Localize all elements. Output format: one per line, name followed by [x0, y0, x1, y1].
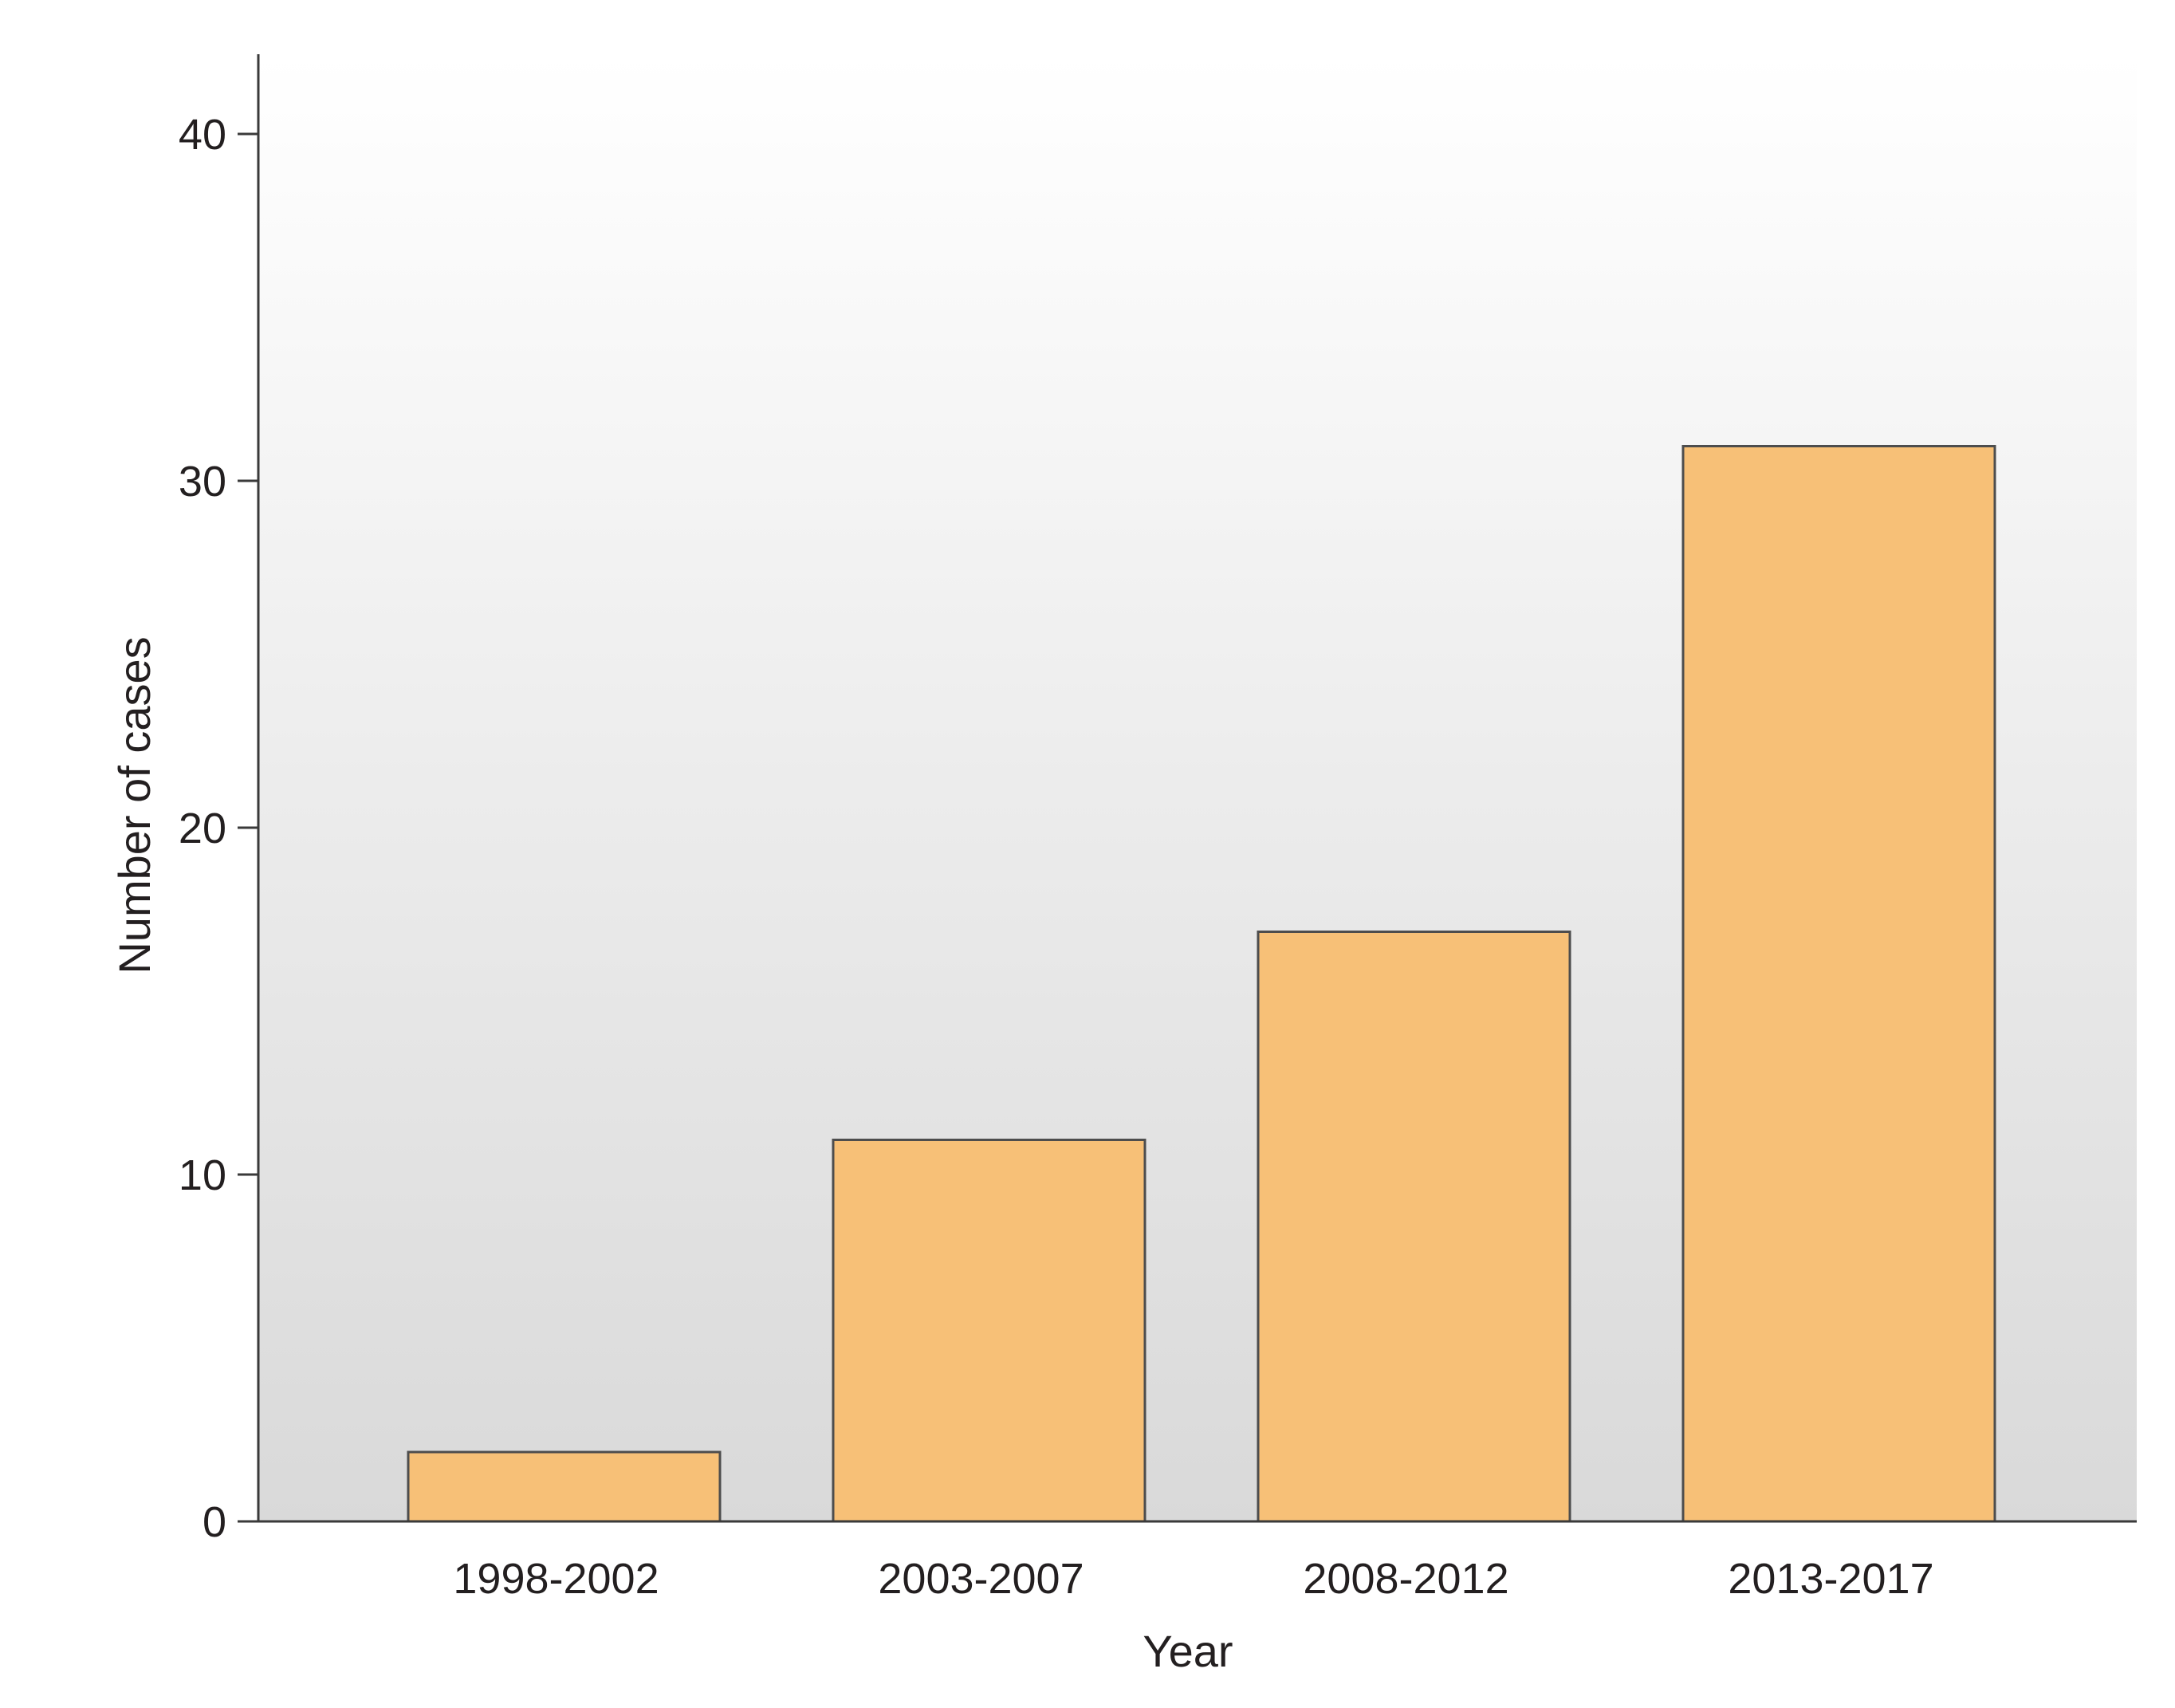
bar-2003-2007 [832, 1139, 1146, 1523]
x-tick-label: 2008-2012 [1303, 1555, 1508, 1603]
x-tick-label: 2003-2007 [878, 1555, 1084, 1603]
y-tick-label: 20 [179, 805, 226, 852]
y-tick-label: 30 [179, 458, 226, 506]
bar-1998-2002 [407, 1450, 722, 1523]
y-tick-label: 10 [179, 1151, 226, 1199]
bar-2013-2017 [1681, 445, 1996, 1523]
y-ticks-group: 0 10 20 30 40 [179, 111, 258, 1546]
x-tick-label: 2013-2017 [1728, 1555, 1933, 1603]
bar-2008-2012 [1257, 931, 1571, 1523]
y-tick-label: 0 [203, 1498, 226, 1546]
x-tick-label: 1998-2002 [453, 1555, 659, 1603]
bars-group [407, 445, 1996, 1523]
y-tick-label: 40 [179, 111, 226, 159]
x-ticks-group: 1998-2002 2003-2007 2008-2012 2013-2017 [453, 1555, 1933, 1603]
x-axis-title: Year [1143, 1626, 1233, 1676]
y-axis-title: Number of cases [109, 636, 159, 974]
